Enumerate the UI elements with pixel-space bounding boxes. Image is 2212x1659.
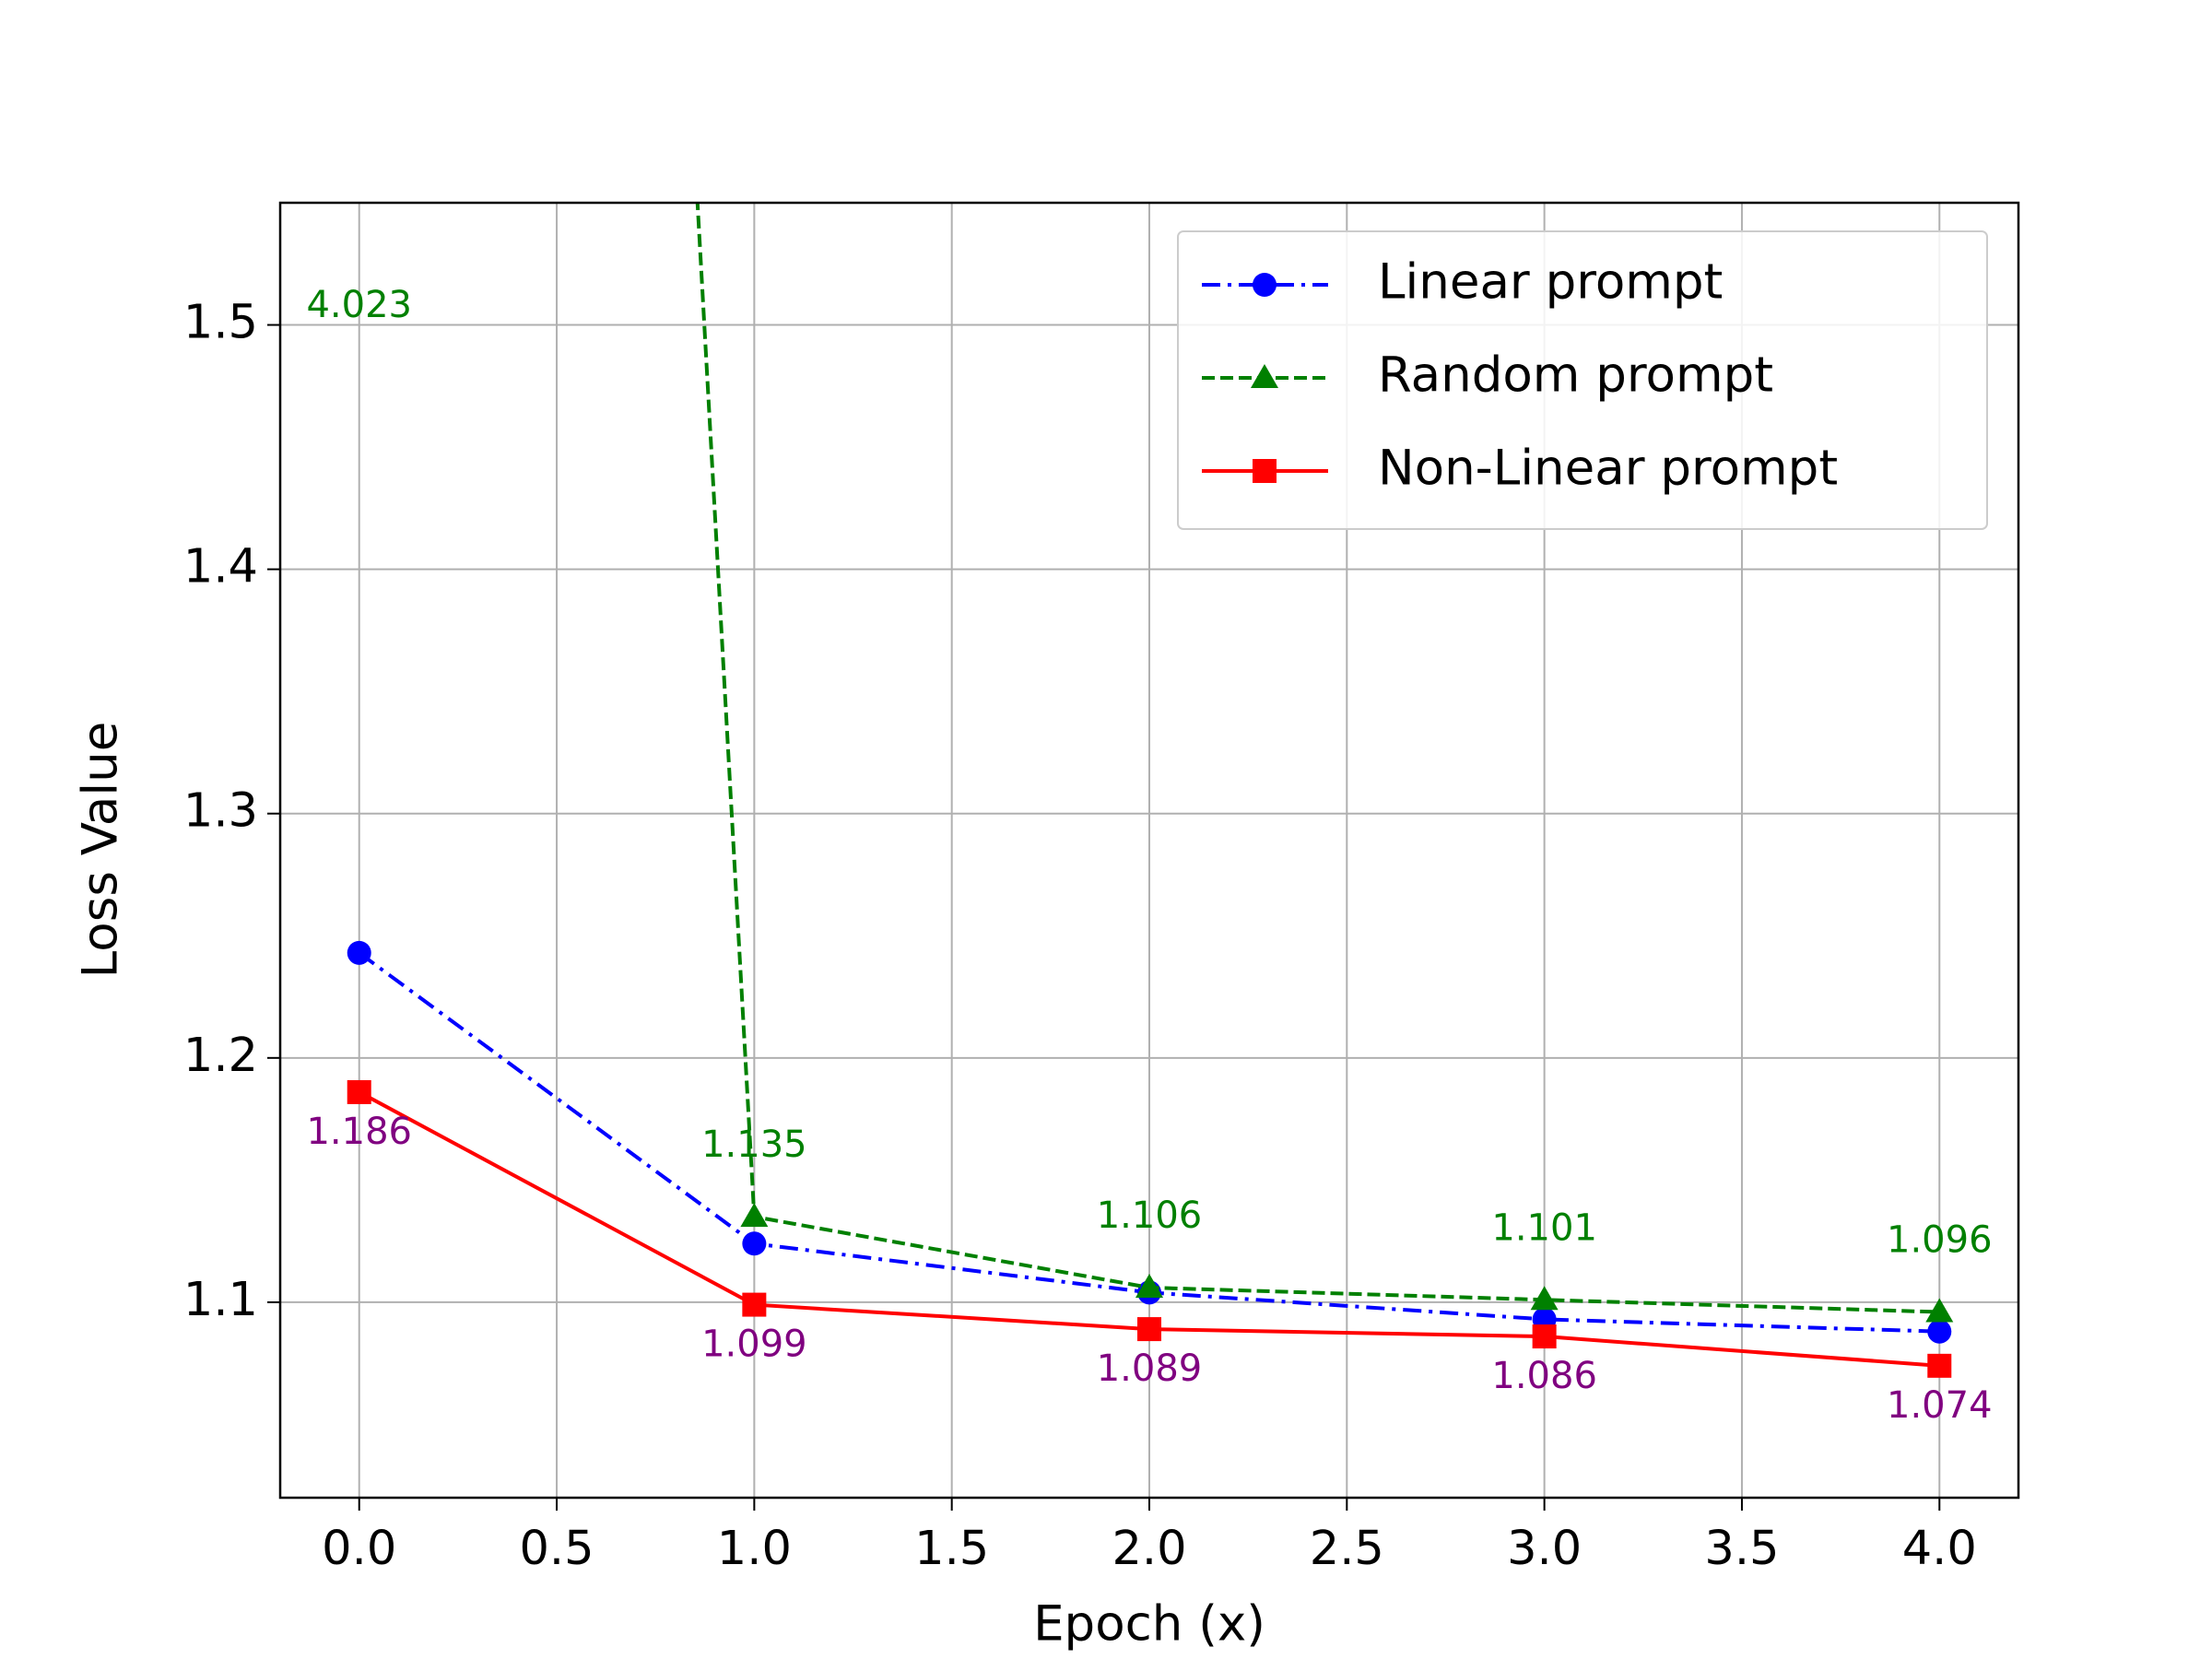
data-label: 1.099: [701, 1324, 807, 1366]
marker: [347, 1079, 371, 1104]
x-tick-label: 0.5: [519, 1522, 594, 1576]
marker: [742, 1231, 767, 1256]
legend-label: Non-Linear prompt: [1378, 441, 1838, 497]
marker: [740, 1203, 769, 1228]
marker: [347, 940, 371, 965]
x-tick-label: 4.0: [1902, 1522, 1977, 1576]
marker: [1927, 1319, 1952, 1344]
x-tick-label: 2.5: [1310, 1522, 1384, 1576]
legend-label: Linear prompt: [1378, 254, 1723, 311]
data-label: 1.135: [701, 1124, 807, 1166]
y-tick-label: 1.4: [183, 540, 258, 594]
marker: [742, 1292, 767, 1317]
y-tick-label: 1.1: [183, 1273, 258, 1327]
x-tick-label: 1.5: [914, 1522, 989, 1576]
data-label: 4.023: [306, 284, 412, 326]
x-axis-label: Epoch (x): [1033, 1596, 1265, 1653]
x-tick-label: 3.0: [1507, 1522, 1582, 1576]
marker: [1532, 1324, 1557, 1349]
y-tick-label: 1.5: [183, 296, 258, 350]
legend-marker: [1251, 364, 1278, 388]
marker: [1530, 1286, 1559, 1311]
y-tick-label: 1.3: [183, 784, 258, 839]
data-label: 1.074: [1887, 1384, 1993, 1427]
data-label: 1.186: [306, 1111, 412, 1153]
x-tick-label: 1.0: [717, 1522, 792, 1576]
data-label: 1.096: [1887, 1219, 1993, 1262]
legend: Linear prompt Random prompt Non-Linear pro…: [1177, 230, 1988, 530]
y-axis-label: Loss Value: [73, 722, 129, 979]
marker: [1925, 1298, 1954, 1323]
legend-box: [1177, 230, 1988, 530]
plot-frame: [278, 201, 2020, 1500]
legend-marker: [1253, 459, 1277, 483]
data-label: 1.101: [1491, 1206, 1597, 1249]
legend-marker: [1253, 273, 1277, 297]
data-label: 1.086: [1491, 1355, 1597, 1397]
marker: [1135, 1274, 1163, 1299]
marker: [1927, 1353, 1952, 1378]
data-label: 1.089: [1097, 1347, 1203, 1390]
marker: [1137, 1317, 1161, 1342]
data-label: 1.106: [1097, 1194, 1203, 1237]
x-tick-label: 3.5: [1704, 1522, 1779, 1576]
plot-area: [347, 203, 1954, 1378]
x-tick-label: 2.0: [1112, 1522, 1186, 1576]
x-tick-label: 0.0: [322, 1522, 396, 1576]
legend-label: Random prompt: [1378, 347, 1773, 404]
y-tick-label: 1.2: [183, 1029, 258, 1083]
